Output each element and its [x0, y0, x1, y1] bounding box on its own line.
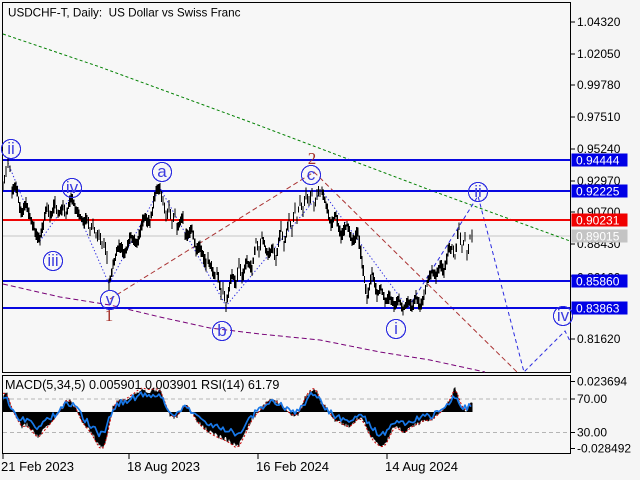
- svg-text:70.00: 70.00: [577, 392, 607, 406]
- svg-text:iii: iii: [47, 251, 58, 270]
- svg-text:iv: iv: [66, 178, 79, 197]
- svg-text:ii: ii: [474, 182, 482, 201]
- svg-text:c: c: [307, 165, 316, 184]
- svg-text:18 Aug 2023: 18 Aug 2023: [127, 459, 200, 474]
- svg-text:-0.028492: -0.028492: [577, 442, 631, 456]
- svg-text:0.81620: 0.81620: [577, 332, 621, 346]
- svg-text:2: 2: [308, 149, 317, 168]
- svg-text:i: i: [394, 319, 398, 338]
- svg-text:iv: iv: [557, 306, 570, 325]
- svg-text:16 Feb 2024: 16 Feb 2024: [256, 459, 329, 474]
- svg-text:a: a: [157, 162, 167, 181]
- svg-text:0.92225: 0.92225: [576, 185, 620, 199]
- svg-text:14 Aug 2024: 14 Aug 2024: [385, 459, 458, 474]
- svg-text:0.94444: 0.94444: [576, 154, 620, 168]
- svg-text:0.023694: 0.023694: [577, 375, 627, 389]
- svg-text:0.99780: 0.99780: [577, 78, 621, 92]
- svg-text:ii: ii: [7, 139, 15, 158]
- svg-text:0.83863: 0.83863: [576, 302, 620, 316]
- svg-text:0.95240: 0.95240: [577, 142, 621, 156]
- svg-text:21 Feb 2023: 21 Feb 2023: [1, 459, 74, 474]
- svg-text:b: b: [217, 321, 226, 340]
- svg-text:30.00: 30.00: [577, 426, 607, 440]
- svg-text:USDCHF-T, Daily: US Dollar vs: USDCHF-T, Daily: US Dollar vs Swiss Fran…: [8, 7, 241, 20]
- svg-text:0.89015: 0.89015: [576, 230, 620, 244]
- svg-text:MACD(5,34,5) 0.005901 0.003901: MACD(5,34,5) 0.005901 0.003901 RSI(14) 6…: [5, 378, 279, 392]
- svg-text:0.97510: 0.97510: [577, 110, 621, 124]
- svg-text:0.85860: 0.85860: [576, 275, 620, 289]
- svg-text:0.90231: 0.90231: [576, 214, 620, 228]
- svg-text:v: v: [106, 290, 115, 309]
- svg-text:1.02050: 1.02050: [577, 47, 621, 61]
- svg-text:1.04320: 1.04320: [577, 15, 621, 29]
- svg-text:1: 1: [105, 306, 114, 325]
